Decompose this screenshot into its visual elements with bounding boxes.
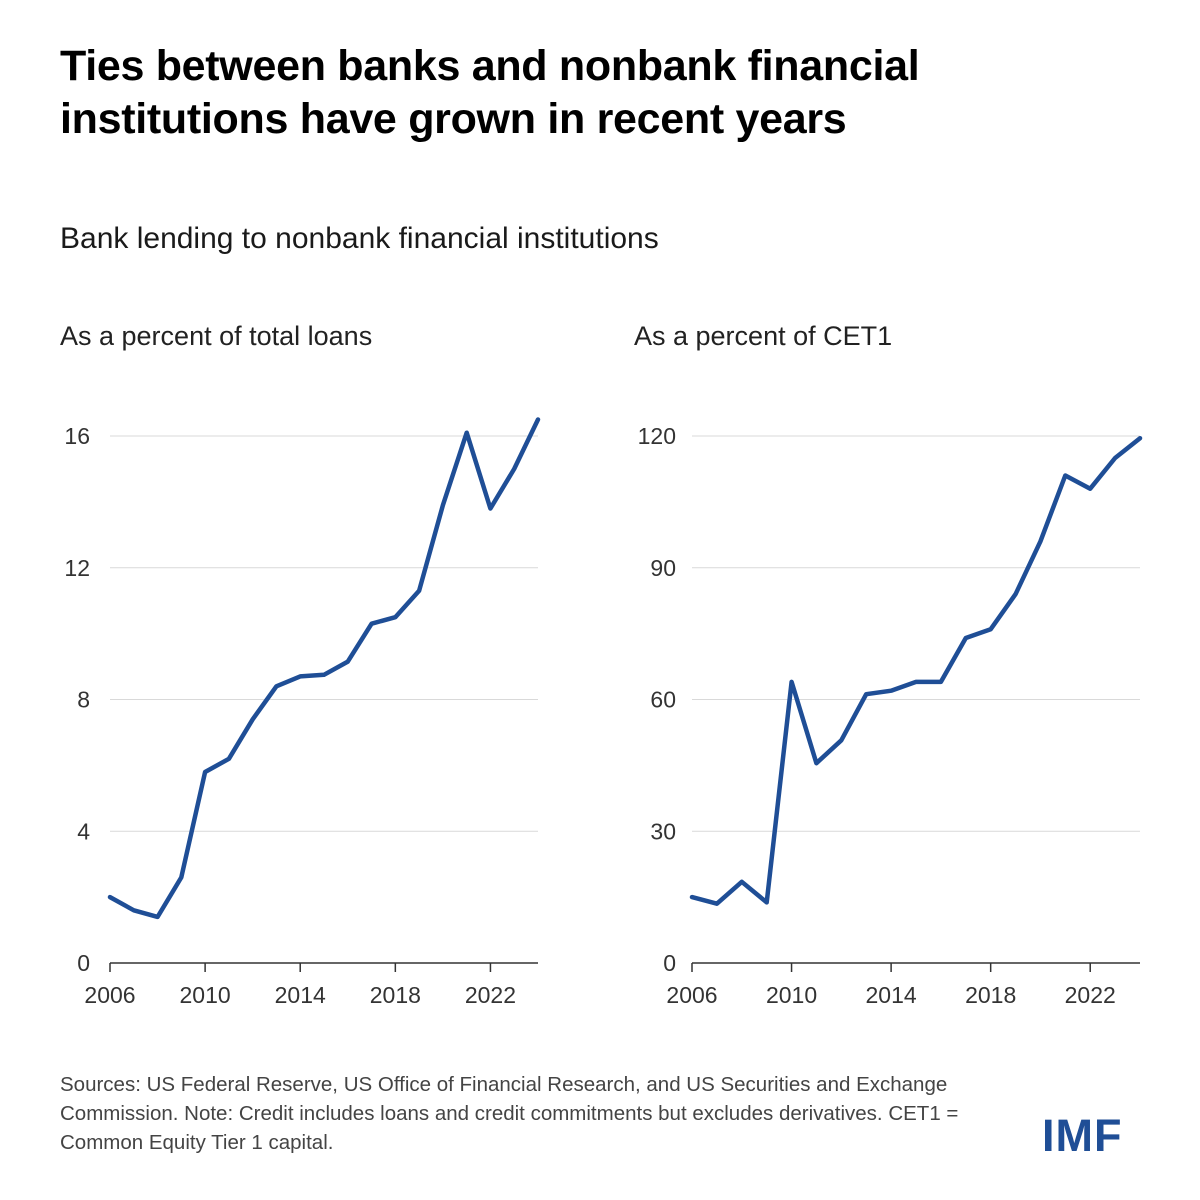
imf-logo: IMF — [1042, 1110, 1123, 1161]
y-tick-label: 8 — [77, 687, 90, 713]
x-tick-label: 2018 — [370, 982, 421, 1008]
panel-title: As a percent of CET1 — [634, 321, 892, 351]
series-line — [689, 435, 1143, 906]
x-tick-label: 2022 — [465, 982, 516, 1008]
y-tick-label: 12 — [64, 555, 90, 581]
chart-subtitle: Bank lending to nonbank financial instit… — [60, 222, 659, 255]
y-tick-label: 120 — [638, 423, 676, 449]
y-tick-label: 4 — [77, 818, 90, 844]
source-note: Sources: US Federal Reserve, US Office o… — [60, 1073, 959, 1154]
chart-title: Ties between banks and nonbank financial… — [60, 42, 920, 143]
y-tick-label: 30 — [650, 818, 676, 844]
y-tick-label: 0 — [663, 950, 676, 976]
x-tick-label: 2010 — [766, 982, 817, 1008]
panel-title: As a percent of total loans — [60, 321, 372, 351]
x-tick-label: 2014 — [275, 982, 326, 1008]
x-tick-label: 2006 — [666, 982, 717, 1008]
x-tick-label: 2018 — [965, 982, 1016, 1008]
panel-total-loans: As a percent of total loans 0 4 8 12 16 2006 20… — [60, 321, 541, 1008]
x-tick-label: 2010 — [180, 982, 231, 1008]
x-tick-label: 2014 — [866, 982, 917, 1008]
x-tick-label: 2022 — [1065, 982, 1116, 1008]
y-tick-label: 60 — [650, 687, 676, 713]
y-tick-label: 90 — [650, 555, 676, 581]
y-tick-label: 0 — [77, 950, 90, 976]
series-line — [107, 417, 541, 920]
y-tick-label: 16 — [64, 423, 90, 449]
x-tick-label: 2006 — [84, 982, 135, 1008]
panel-cet1: As a percent of CET1 0 30 60 90 120 2006 2010 20… — [634, 321, 1143, 1008]
